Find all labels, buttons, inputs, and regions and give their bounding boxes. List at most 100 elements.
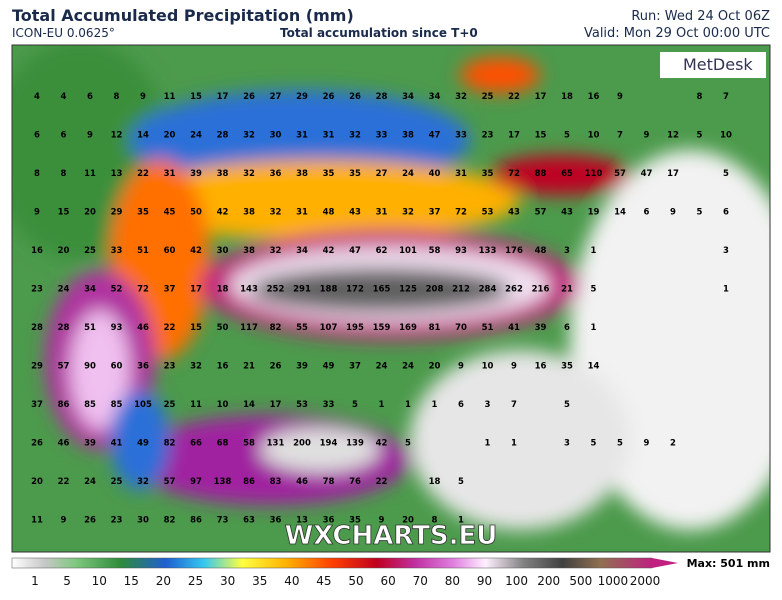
grid-value: 82 — [164, 439, 176, 449]
grid-value: 32 — [455, 92, 467, 102]
grid-value: 36 — [323, 516, 335, 526]
grid-value: 4 — [61, 92, 67, 102]
grid-value: 31 — [164, 169, 176, 179]
grid-value: 34 — [429, 92, 441, 102]
colorbar-label: 40 — [284, 574, 299, 588]
grid-value: 9 — [379, 516, 385, 526]
grid-value: 216 — [532, 285, 550, 295]
grid-value: 5 — [564, 131, 570, 141]
grid-value: 35 — [349, 516, 361, 526]
grid-value: 20 — [164, 131, 176, 141]
grid-value: 46 — [58, 439, 70, 449]
grid-value: 107 — [320, 323, 338, 333]
grid-value: 34 — [296, 246, 308, 256]
grid-value: 24 — [190, 131, 202, 141]
grid-value: 5 — [352, 400, 358, 410]
grid-value: 5 — [723, 169, 729, 179]
grid-value: 38 — [243, 246, 255, 256]
grid-value: 15 — [190, 323, 202, 333]
grid-value: 25 — [482, 92, 494, 102]
grid-value: 57 — [164, 477, 176, 487]
grid-value: 26 — [270, 362, 282, 372]
run: Run: Wed 24 Oct 06Z — [631, 9, 770, 24]
grid-value: 5 — [697, 131, 703, 141]
grid-value: 45 — [164, 208, 176, 218]
grid-value: 133 — [479, 246, 497, 256]
grid-value: 53 — [296, 400, 308, 410]
grid-value: 42 — [217, 208, 229, 218]
grid-value: 3 — [723, 246, 729, 256]
grid-value: 39 — [84, 439, 96, 449]
grid-value: 20 — [429, 362, 441, 372]
grid-value: 52 — [111, 285, 123, 295]
precip-field — [12, 45, 770, 552]
grid-value: 9 — [644, 131, 650, 141]
grid-value: 86 — [58, 400, 70, 410]
grid-value: 85 — [84, 400, 96, 410]
colorbar-label: 15 — [124, 574, 139, 588]
grid-value: 72 — [508, 169, 520, 179]
grid-value: 3 — [564, 439, 570, 449]
grid-value: 48 — [535, 246, 547, 256]
grid-value: 50 — [190, 208, 202, 218]
grid-value: 37 — [164, 285, 176, 295]
grid-value: 16 — [535, 362, 547, 372]
grid-value: 5 — [564, 400, 570, 410]
grid-value: 117 — [240, 323, 258, 333]
colorbar-label: 30 — [220, 574, 235, 588]
grid-value: 48 — [323, 208, 335, 218]
colorbar-label: 1000 — [598, 574, 629, 588]
grid-value: 35 — [561, 362, 573, 372]
grid-value: 51 — [84, 323, 96, 333]
grid-value: 32 — [137, 477, 149, 487]
title: Total Accumulated Precipitation (mm) — [12, 6, 354, 25]
grid-value: 17 — [270, 400, 282, 410]
grid-value: 22 — [137, 169, 149, 179]
grid-value: 172 — [346, 285, 364, 295]
grid-value: 28 — [217, 131, 229, 141]
grid-value: 22 — [58, 477, 70, 487]
grid-value: 42 — [190, 246, 202, 256]
grid-value: 29 — [296, 92, 308, 102]
grid-value: 38 — [402, 131, 414, 141]
grid-value: 9 — [511, 362, 517, 372]
grid-value: 10 — [720, 131, 732, 141]
colorbar — [11, 557, 653, 569]
grid-value: 16 — [588, 92, 600, 102]
grid-value: 49 — [137, 439, 149, 449]
grid-value: 6 — [61, 131, 67, 141]
grid-value: 36 — [270, 169, 282, 179]
grid-value: 24 — [402, 169, 414, 179]
grid-value: 291 — [293, 285, 311, 295]
grid-value: 33 — [455, 131, 467, 141]
grid-value: 25 — [164, 400, 176, 410]
grid-value: 15 — [58, 208, 70, 218]
grid-value: 20 — [31, 477, 43, 487]
grid-value: 31 — [323, 131, 335, 141]
grid-value: 35 — [482, 169, 494, 179]
grid-value: 143 — [240, 285, 258, 295]
grid-value: 51 — [482, 323, 494, 333]
grid-value: 83 — [270, 477, 282, 487]
grid-value: 6 — [644, 208, 650, 218]
grid-value: 8 — [61, 169, 67, 179]
grid-value: 7 — [511, 400, 517, 410]
grid-value: 41 — [508, 323, 520, 333]
grid-value: 37 — [31, 400, 43, 410]
grid-value: 159 — [373, 323, 391, 333]
grid-value: 33 — [376, 131, 388, 141]
colorbar-label: 70 — [413, 574, 428, 588]
grid-value: 18 — [429, 477, 441, 487]
grid-value: 63 — [243, 516, 255, 526]
grid-value: 27 — [270, 92, 282, 102]
grid-value: 22 — [376, 477, 388, 487]
grid-value: 21 — [243, 362, 255, 372]
grid-value: 30 — [270, 131, 282, 141]
grid-value: 5 — [591, 285, 597, 295]
grid-value: 194 — [320, 439, 338, 449]
grid-value: 8 — [114, 92, 120, 102]
grid-value: 15 — [535, 131, 547, 141]
grid-value: 34 — [84, 285, 96, 295]
grid-value: 34 — [402, 92, 414, 102]
grid-value: 12 — [667, 131, 679, 141]
